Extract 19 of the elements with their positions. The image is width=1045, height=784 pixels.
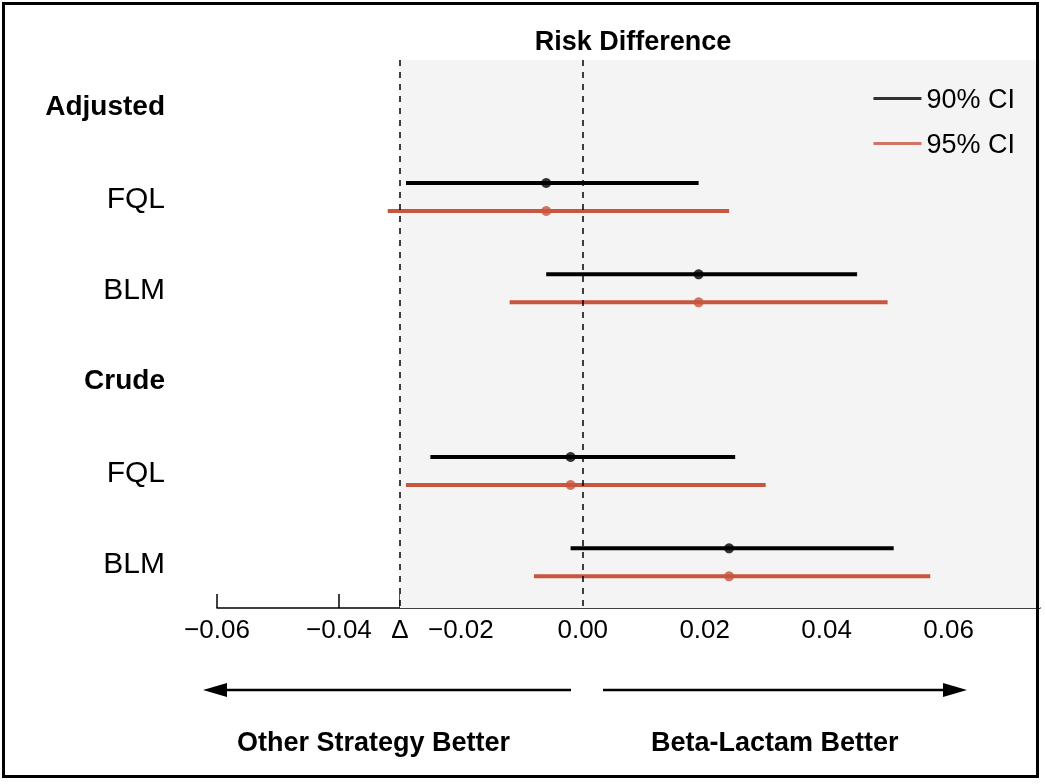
y-tick-label: Crude	[84, 364, 165, 396]
x-tick-label: −0.02	[427, 614, 494, 644]
x-tick-label: Δ	[391, 614, 409, 644]
x-tick-label: 0.00	[557, 614, 609, 644]
chart-title: Risk Difference	[534, 25, 732, 56]
x-tick-label: −0.04	[306, 614, 372, 644]
y-tick-label: FQL	[106, 454, 165, 488]
text: Beta-Lactam Better	[651, 726, 900, 757]
x-tick-label: 0.04	[801, 614, 852, 644]
y-tick-label: Adjusted	[45, 90, 165, 122]
x-tick-label: 0.06	[923, 614, 974, 644]
x-tick-label: −0.06	[184, 614, 250, 644]
y-tick-label: BLM	[103, 545, 165, 579]
legend-label: 90% CI	[926, 83, 1016, 114]
y-tick-label: FQL	[106, 180, 165, 214]
x-tick-label: 0.02	[679, 614, 731, 644]
y-tick-label: BLM	[103, 271, 165, 305]
text: Other Strategy Better	[237, 726, 511, 757]
legend-label: 95% CI	[926, 128, 1016, 159]
